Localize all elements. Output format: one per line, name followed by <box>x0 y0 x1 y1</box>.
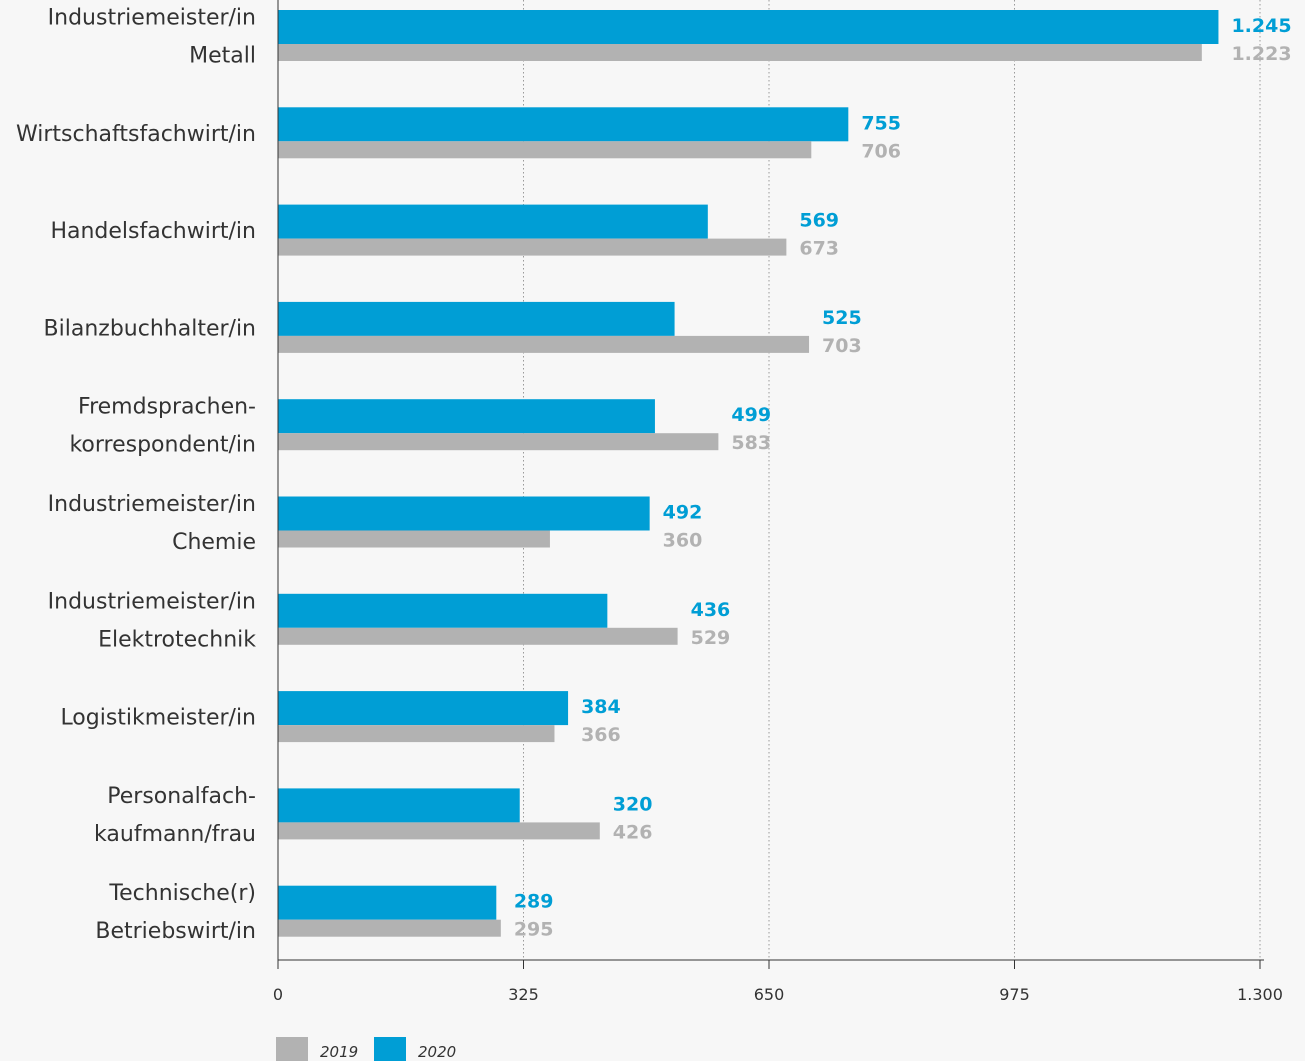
legend-label-2019: 2019 <box>320 1043 358 1061</box>
value-label-2019: 366 <box>581 724 621 746</box>
value-label-2020: 436 <box>691 599 731 621</box>
value-label-2019: 360 <box>663 530 703 552</box>
value-label-2020: 492 <box>663 502 703 524</box>
value-label-2020: 755 <box>861 112 901 134</box>
legend-swatch-2019 <box>276 1037 308 1061</box>
value-label-2019: 583 <box>731 432 771 454</box>
bar-2019 <box>278 141 812 159</box>
category-label: Chemie <box>172 530 256 555</box>
category-label: Personalfach- <box>107 784 256 809</box>
bar-2020 <box>278 691 569 726</box>
bar-2019 <box>278 44 1202 61</box>
bar-2019 <box>278 238 787 256</box>
category-label: Industriemeister/in <box>48 492 256 517</box>
bar-2019 <box>278 822 600 840</box>
value-label-2020: 320 <box>613 793 653 815</box>
value-label-2019: 703 <box>822 335 862 357</box>
value-label-2020: 499 <box>731 404 771 426</box>
category-label: Handelsfachwirt/in <box>50 219 256 244</box>
value-label-2020: 525 <box>822 307 862 329</box>
value-label-2019: 706 <box>861 140 901 162</box>
bar-2019 <box>278 627 678 645</box>
bar-2020 <box>278 399 655 434</box>
bar-2019 <box>278 530 550 548</box>
category-label: Industriemeister/in <box>48 6 256 31</box>
bar-2020 <box>278 10 1219 44</box>
x-tick-label: 1.300 <box>1237 985 1283 1004</box>
bar-2020 <box>278 593 608 628</box>
bar-2020 <box>278 107 849 142</box>
bar-2019 <box>278 919 501 937</box>
category-label: Logistikmeister/in <box>60 706 256 731</box>
bar-2019 <box>278 433 719 451</box>
bar-2020 <box>278 788 520 823</box>
bar-2020 <box>278 496 650 531</box>
value-label-2020: 289 <box>514 891 554 913</box>
legend-swatch-2020 <box>374 1037 406 1061</box>
value-label-2020: 384 <box>581 696 621 718</box>
x-tick-label: 975 <box>999 985 1030 1004</box>
x-tick-label: 650 <box>754 985 785 1004</box>
value-label-2019: 673 <box>799 238 839 260</box>
value-label-2019: 426 <box>613 821 653 843</box>
category-label: Wirtschaftsfachwirt/in <box>16 122 256 147</box>
bar-2019 <box>278 725 555 743</box>
category-label: Bilanzbuchhalter/in <box>44 316 256 341</box>
x-tick-label: 0 <box>273 985 283 1004</box>
x-tick-label: 325 <box>508 985 539 1004</box>
category-label: Industriemeister/in <box>48 589 256 614</box>
value-label-2019: 295 <box>514 919 554 941</box>
value-label-2020: 569 <box>799 210 839 232</box>
category-label: Elektrotechnik <box>98 627 256 652</box>
category-label: Fremdsprachen- <box>78 395 256 420</box>
value-label-2019: 1.223 <box>1231 43 1291 65</box>
legend-label-2020: 2020 <box>418 1043 456 1061</box>
bar-2020 <box>278 301 675 336</box>
category-label: korrespondent/in <box>69 433 256 458</box>
bar-2020 <box>278 885 497 920</box>
value-label-2019: 529 <box>691 627 731 649</box>
category-label: Betriebswirt/in <box>95 919 256 944</box>
category-label: Technische(r) <box>108 881 256 906</box>
bar-2019 <box>278 335 810 353</box>
bar-2020 <box>278 204 708 239</box>
category-label: kaufmann/frau <box>94 822 256 847</box>
value-label-2020: 1.245 <box>1231 15 1291 37</box>
category-label: Metall <box>189 44 256 69</box>
